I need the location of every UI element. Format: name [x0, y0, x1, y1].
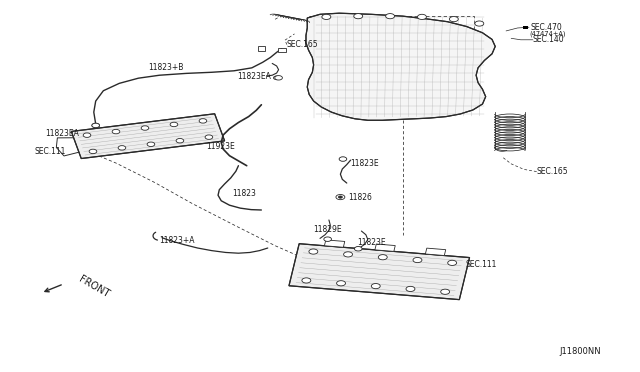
Circle shape: [92, 123, 100, 128]
Circle shape: [355, 247, 362, 251]
Text: 11823E: 11823E: [351, 159, 380, 169]
Circle shape: [118, 145, 126, 150]
Circle shape: [275, 76, 282, 80]
Text: SEC.111: SEC.111: [465, 260, 497, 269]
Text: SEC.165: SEC.165: [287, 40, 319, 49]
Circle shape: [355, 247, 362, 251]
Text: 11923E: 11923E: [207, 142, 236, 151]
Circle shape: [339, 196, 342, 198]
Circle shape: [337, 281, 346, 286]
Text: 11823EA: 11823EA: [237, 72, 271, 81]
Circle shape: [322, 14, 331, 19]
Circle shape: [309, 249, 318, 254]
Circle shape: [92, 123, 100, 128]
Circle shape: [378, 254, 387, 260]
Bar: [257, 46, 265, 51]
Polygon shape: [71, 114, 225, 158]
Text: J11800NN: J11800NN: [559, 347, 600, 356]
Polygon shape: [375, 244, 396, 251]
Circle shape: [441, 289, 450, 294]
Circle shape: [344, 252, 353, 257]
Text: SEC.111: SEC.111: [35, 147, 66, 156]
Text: FRONT: FRONT: [77, 274, 111, 299]
Text: 11823+A: 11823+A: [159, 236, 195, 245]
Polygon shape: [324, 240, 345, 247]
Circle shape: [205, 135, 212, 140]
Circle shape: [413, 257, 422, 263]
Circle shape: [406, 286, 415, 292]
Bar: [523, 26, 528, 29]
Circle shape: [89, 149, 97, 154]
Circle shape: [475, 21, 484, 26]
Text: 11829E: 11829E: [314, 225, 342, 234]
Text: 11826: 11826: [348, 193, 372, 202]
Circle shape: [324, 237, 332, 241]
Text: (47474+A): (47474+A): [529, 31, 566, 37]
Circle shape: [449, 16, 458, 22]
Circle shape: [199, 119, 207, 123]
Circle shape: [147, 142, 155, 147]
Text: SEC.140: SEC.140: [533, 35, 564, 44]
Text: SEC.165: SEC.165: [537, 167, 568, 176]
Text: 11823EA: 11823EA: [45, 129, 79, 138]
Polygon shape: [289, 244, 470, 299]
Circle shape: [340, 157, 346, 161]
Circle shape: [302, 278, 311, 283]
Circle shape: [417, 14, 426, 19]
Circle shape: [170, 122, 178, 127]
Circle shape: [386, 13, 394, 19]
Text: SEC.470: SEC.470: [531, 23, 562, 32]
Circle shape: [273, 76, 280, 80]
Text: 11823E: 11823E: [357, 238, 385, 247]
Circle shape: [371, 283, 380, 289]
Circle shape: [141, 126, 148, 130]
Circle shape: [336, 195, 345, 200]
Bar: [278, 48, 285, 52]
Circle shape: [448, 260, 456, 266]
Circle shape: [324, 237, 331, 241]
Circle shape: [176, 138, 184, 143]
Circle shape: [339, 157, 347, 161]
Text: 11823+B: 11823+B: [148, 63, 183, 72]
Circle shape: [354, 13, 363, 19]
Polygon shape: [426, 248, 445, 256]
Circle shape: [112, 129, 120, 134]
Text: 11823: 11823: [232, 189, 256, 198]
Polygon shape: [306, 13, 495, 120]
Circle shape: [83, 133, 91, 137]
